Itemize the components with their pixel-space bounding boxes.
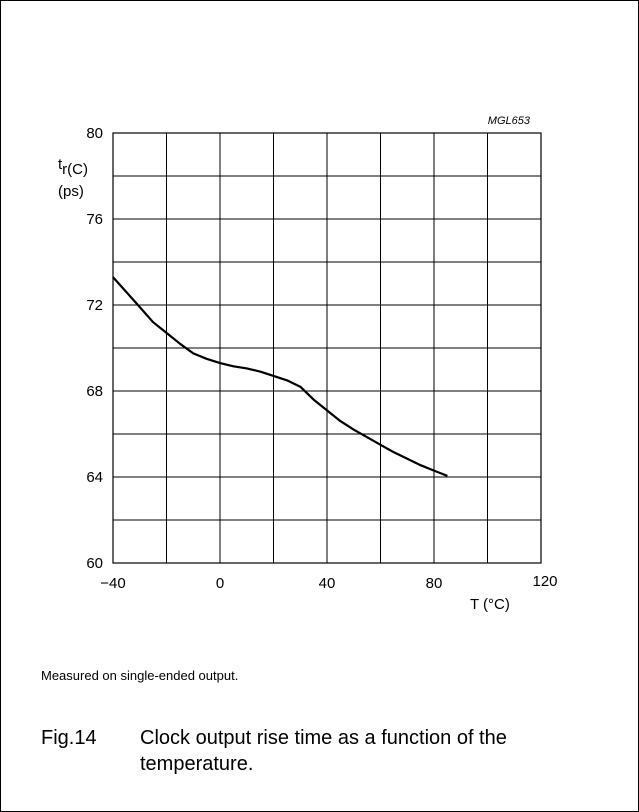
plot-area-border: [112, 132, 542, 564]
y-tick-label: 72: [86, 297, 103, 314]
figure-caption: Fig.14 Clock output rise time as a functi…: [41, 725, 507, 777]
y-tick-label: 76: [86, 211, 103, 228]
y-axis-label-main: t: [58, 156, 63, 173]
measurement-note: Measured on single-ended output.: [41, 668, 239, 683]
y-axis-unit: (ps): [58, 183, 84, 200]
figure-number: Fig.14: [41, 727, 97, 749]
x-tick-label: −40: [100, 575, 125, 592]
caption-line-2: temperature.: [140, 753, 254, 775]
x-tick-label: 120: [532, 573, 557, 590]
series-line: [112, 276, 448, 477]
chart-code: MGL653: [488, 115, 531, 127]
x-tick-label: 80: [426, 575, 443, 592]
y-axis-label-sub: r(C): [62, 161, 88, 178]
y-axis-label: tr(C): [58, 156, 88, 178]
y-tick-label: 60: [86, 555, 103, 572]
y-tick-label: 68: [86, 383, 103, 400]
x-tick-label: 40: [319, 575, 336, 592]
x-axis-label: T (°C): [470, 596, 510, 613]
y-tick-label: 80: [86, 125, 103, 142]
x-tick-label: 0: [216, 575, 224, 592]
caption-line-1: Clock output rise time as a function of …: [140, 727, 507, 749]
y-tick-label: 64: [86, 469, 103, 486]
